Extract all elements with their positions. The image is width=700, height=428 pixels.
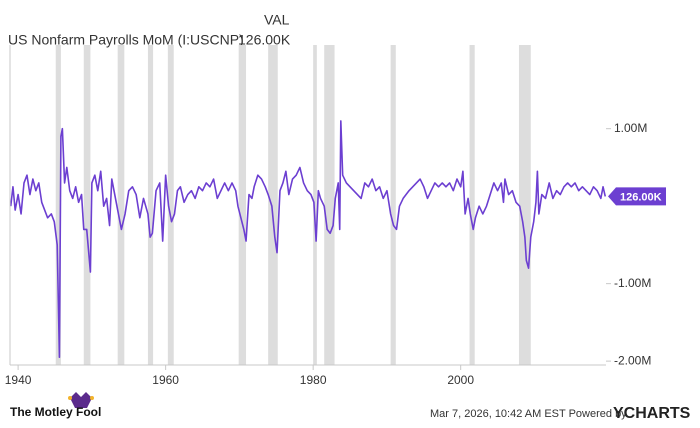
recession-band [238, 45, 247, 365]
ycharts-logo: YCHARTS [613, 405, 691, 422]
timestamp: Mar 7, 2026, 10:42 AM EST Powered by [430, 408, 627, 420]
x-tick-label: 1980 [300, 373, 327, 387]
recession-band [147, 45, 154, 365]
recession-band [167, 45, 174, 365]
data-line [9, 120, 607, 359]
jester-icon [70, 392, 92, 408]
recession-band [469, 45, 475, 365]
recession-band [83, 45, 91, 365]
plot [9, 120, 607, 359]
recession-band [117, 45, 125, 365]
x-tick-label: 1940 [5, 373, 32, 387]
current-value: 126.00K [238, 32, 291, 48]
current-value-tag-label: 126.00K [620, 191, 662, 203]
recession-band [324, 45, 335, 365]
jester-bell [90, 396, 94, 400]
jester-bell [68, 396, 72, 400]
value-header: VAL [264, 12, 290, 28]
recession-band [390, 45, 396, 365]
y-tick-label: 1.00M [614, 121, 647, 135]
y-tick-label: -2.00M [614, 353, 651, 367]
chart-title: US Nonfarm Payrolls MoM (I:USCNP) [8, 32, 244, 48]
current-value-tag [608, 187, 666, 206]
recession-bands [55, 45, 531, 365]
recession-band [313, 45, 317, 365]
recession-band [268, 45, 278, 365]
recession-band [518, 45, 531, 365]
x-tick-label: 1960 [152, 373, 179, 387]
y-tick-label: -1.00M [614, 276, 651, 290]
recession-band [55, 45, 61, 365]
brand: The Motley Fool [10, 405, 101, 419]
x-tick-label: 2000 [447, 373, 474, 387]
motley-fool-logo [68, 392, 94, 408]
